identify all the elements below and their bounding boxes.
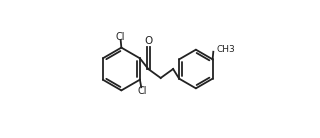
Text: CH3: CH3 (217, 45, 236, 54)
Text: O: O (144, 36, 152, 46)
Text: Cl: Cl (115, 32, 125, 42)
Text: Cl: Cl (137, 86, 147, 96)
